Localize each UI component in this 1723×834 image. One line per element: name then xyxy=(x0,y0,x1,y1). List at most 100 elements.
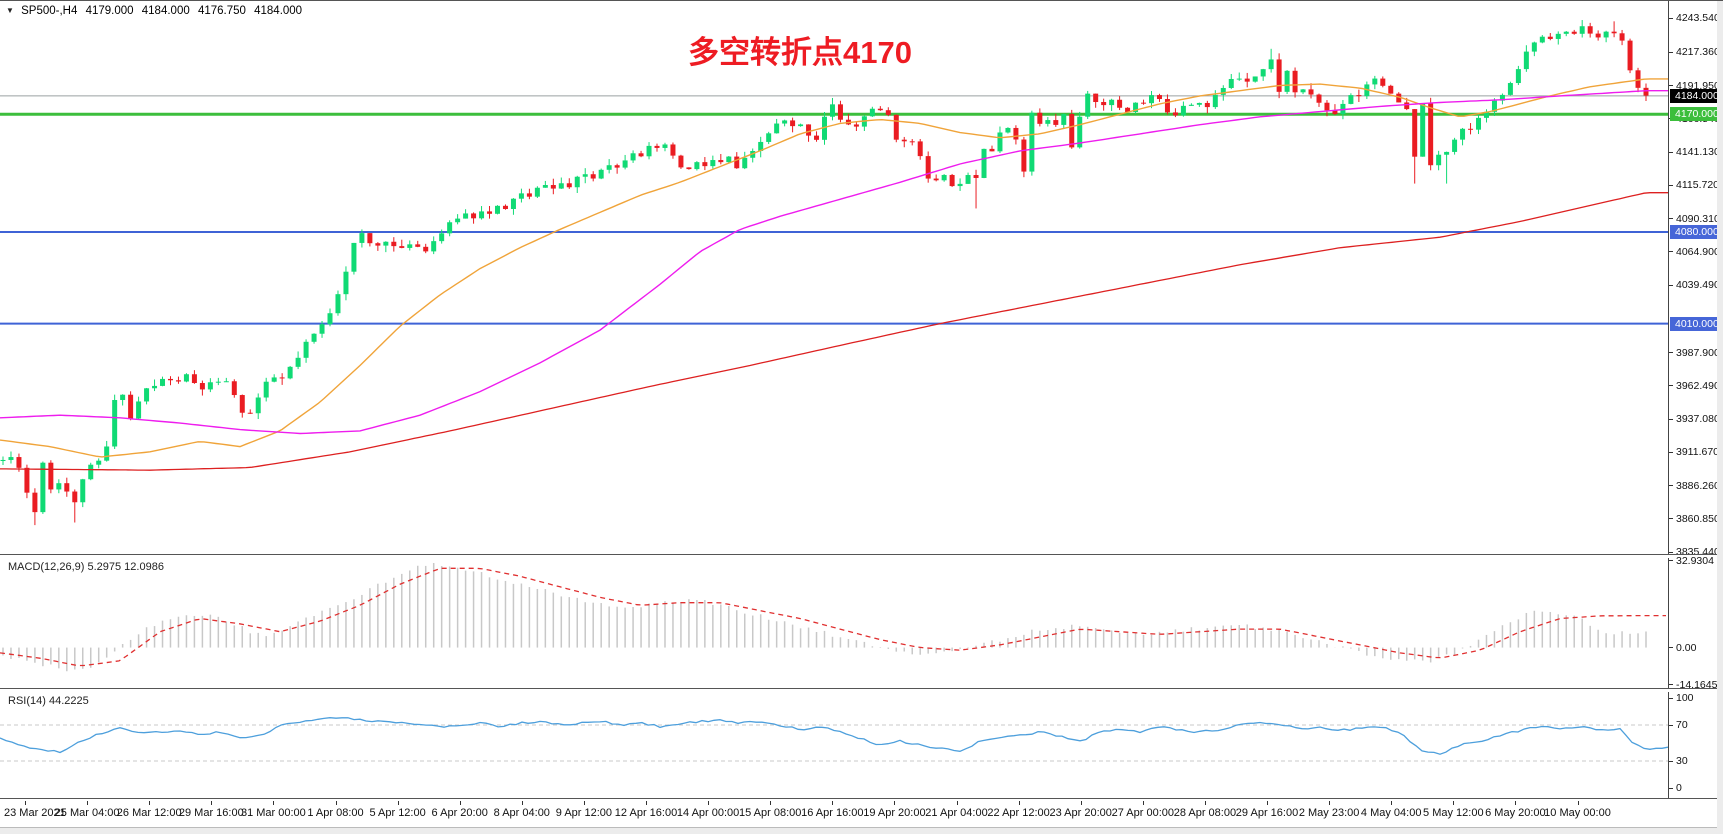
axis-tick-mark xyxy=(1669,352,1673,353)
rsi-axis[interactable]: 100 70 30 0 xyxy=(1668,692,1723,798)
price-axis-label: 4217.360 xyxy=(1676,46,1720,59)
price-axis-label: 4115.720 xyxy=(1676,179,1720,192)
time-tick-mark xyxy=(894,801,896,805)
macd-axis-label: 32.9304 xyxy=(1676,554,1714,567)
time-tick-mark xyxy=(1204,801,1206,805)
time-axis-label: 6 Apr 20:00 xyxy=(431,807,488,819)
time-tick-mark xyxy=(25,801,26,805)
time-axis-label: 26 Mar 12:00 xyxy=(116,807,182,819)
rsi-axis-label: 0 xyxy=(1676,782,1682,794)
time-tick-mark xyxy=(770,801,772,805)
time-tick-mark xyxy=(1577,801,1579,805)
price-axis-label: 3860.850 xyxy=(1676,512,1720,525)
time-tick-mark xyxy=(708,801,710,805)
time-tick-mark xyxy=(397,801,399,805)
price-chart-canvas[interactable] xyxy=(0,1,1668,554)
time-tick-mark xyxy=(583,801,585,805)
price-axis-label: 3962.490 xyxy=(1676,379,1720,392)
price-axis-label: 4064.900 xyxy=(1676,245,1720,258)
symbol-info-bar[interactable]: ▼ SP500-,H4 4179.000 4184.000 4176.750 4… xyxy=(6,5,307,17)
rsi-axis-label: 30 xyxy=(1676,755,1688,767)
rsi-panel-canvas[interactable] xyxy=(0,692,1668,798)
price-axis-label: 3987.900 xyxy=(1676,346,1720,359)
macd-axis-label: 0.00 xyxy=(1676,641,1697,654)
time-axis-label: 8 Apr 04:00 xyxy=(493,807,550,819)
axis-tick-mark xyxy=(1669,285,1673,286)
time-tick-mark xyxy=(335,801,337,805)
time-axis-label: 16 Apr 16:00 xyxy=(801,807,864,819)
axis-tick-mark xyxy=(1669,18,1673,19)
price-axis-label: 4090.310 xyxy=(1676,212,1720,225)
time-axis-label: 4 May 04:00 xyxy=(1360,807,1422,819)
axis-tick-mark xyxy=(1669,761,1673,762)
time-tick-mark xyxy=(832,801,834,805)
time-axis-label: 15 Apr 08:00 xyxy=(738,807,802,819)
symbol-dropdown-icon[interactable]: ▼ xyxy=(6,6,14,15)
price-axis-label: 4039.490 xyxy=(1676,279,1720,291)
time-tick-mark xyxy=(1515,801,1517,805)
time-axis-label: 1 Apr 08:00 xyxy=(307,807,364,819)
time-axis-label: 23 Apr 20:00 xyxy=(1049,807,1112,819)
time-axis-label: 28 Apr 08:00 xyxy=(1173,807,1237,819)
axis-tick-mark xyxy=(1669,485,1673,486)
time-tick-mark xyxy=(646,801,647,805)
time-axis-label: 5 Apr 12:00 xyxy=(369,807,426,819)
time-axis[interactable]: 23 Mar 2021 25 Mar 04:00 26 Mar 12:00 29 Ma… xyxy=(0,801,1723,827)
macd-panel-canvas[interactable] xyxy=(0,558,1668,688)
price-axis[interactable]: 4243.5404217.3604191.9504166.5404141.130… xyxy=(1668,1,1723,558)
time-tick-mark xyxy=(521,801,523,805)
axis-tick-mark xyxy=(1669,152,1673,153)
time-axis-label: 6 May 20:00 xyxy=(1485,807,1546,819)
price-axis-label: 4141.130 xyxy=(1676,146,1720,158)
ohlc-low: 4176.750 xyxy=(197,5,246,17)
axis-tick-mark xyxy=(1669,684,1673,685)
price-axis-label: 3911.670 xyxy=(1676,446,1720,459)
time-axis-label: 27 Apr 00:00 xyxy=(1111,807,1174,819)
window-bottom-strip xyxy=(0,827,1723,834)
macd-axis[interactable]: 32.9304 0.00 -14.1645 xyxy=(1668,554,1723,691)
time-tick-mark xyxy=(1080,801,1082,805)
window-right-strip xyxy=(1717,1,1723,834)
time-axis-label: 23 Mar 2021 xyxy=(4,807,66,819)
time-axis-label: 22 Apr 12:00 xyxy=(987,807,1050,819)
time-axis-label: 10 May 00:00 xyxy=(1544,807,1611,819)
axis-tick-mark xyxy=(1669,647,1673,648)
rsi-indicator-label: RSI(14) 44.2225 xyxy=(8,695,89,707)
time-axis-label: 12 Apr 16:00 xyxy=(614,807,678,819)
time-tick-mark xyxy=(87,801,89,805)
price-level-badge: 4080.000 xyxy=(1670,225,1722,239)
axis-tick-mark xyxy=(1669,552,1673,553)
price-axis-label: 3937.080 xyxy=(1676,413,1720,426)
axis-tick-mark xyxy=(1669,452,1673,453)
time-tick-mark xyxy=(1329,801,1331,805)
ohlc-open: 4179.000 xyxy=(85,5,134,17)
time-tick-mark xyxy=(1267,801,1268,805)
time-tick-mark xyxy=(1018,801,1020,805)
axis-tick-mark xyxy=(1669,419,1673,420)
time-tick-mark xyxy=(1142,801,1144,805)
time-axis-label: 2 May 23:00 xyxy=(1298,807,1360,819)
time-tick-mark xyxy=(1453,801,1455,805)
time-axis-label: 5 May 12:00 xyxy=(1423,807,1484,819)
time-tick-mark xyxy=(149,801,151,805)
time-tick-mark xyxy=(273,801,275,805)
axis-tick-mark xyxy=(1669,251,1673,252)
time-axis-label: 21 Apr 04:00 xyxy=(925,807,988,819)
price-axis-label: 3886.260 xyxy=(1676,479,1720,492)
chart-annotation-title: 多空转折点4170 xyxy=(688,35,912,70)
time-axis-label: 9 Apr 12:00 xyxy=(555,807,613,819)
time-axis-label: 14 Apr 00:00 xyxy=(676,807,740,819)
time-axis-label: 29 Apr 16:00 xyxy=(1235,807,1299,819)
macd-axis-label: -14.1645 xyxy=(1676,678,1718,691)
axis-tick-mark xyxy=(1669,52,1673,53)
macd-indicator-label: MACD(12,26,9) 5.2975 12.0986 xyxy=(8,561,164,573)
time-axis-label: 31 Mar 00:00 xyxy=(240,807,306,819)
axis-tick-mark xyxy=(1669,725,1673,726)
ohlc-high: 4184.000 xyxy=(141,5,190,17)
price-level-badge: 4184.000 xyxy=(1670,88,1722,103)
time-tick-mark xyxy=(211,801,213,805)
price-level-badge: 4010.000 xyxy=(1670,316,1722,331)
time-axis-label: 19 Apr 20:00 xyxy=(863,807,926,819)
price-level-badge: 4170.000 xyxy=(1670,107,1722,122)
